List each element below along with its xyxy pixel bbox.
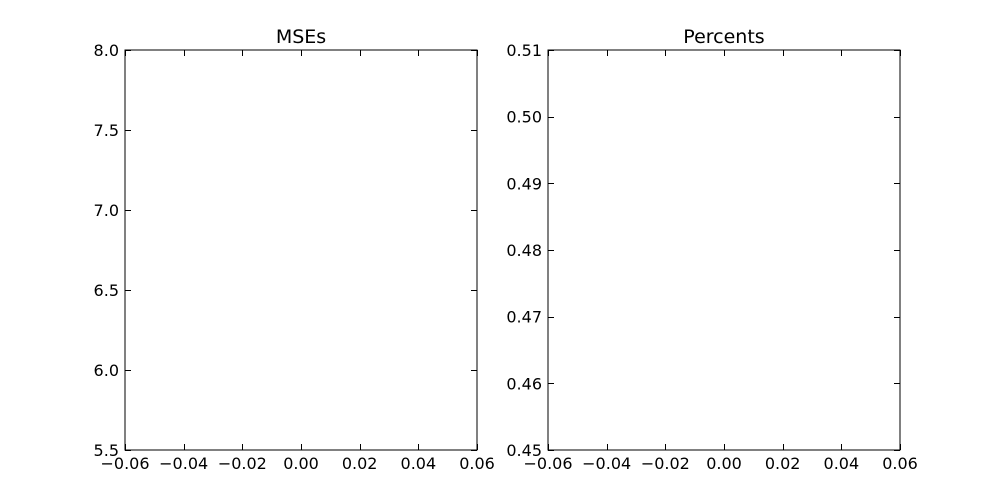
percent-x-tick-label: 0.06	[882, 454, 918, 473]
mse-y-tick-label: 7.0	[94, 201, 119, 220]
percent-x-tick-label: −0.04	[582, 454, 631, 473]
percent-y-tick-label: 0.50	[506, 108, 542, 127]
mse-x-tick-label: 0.00	[283, 454, 319, 473]
percent-y-tick-label: 0.51	[506, 41, 542, 60]
percent-x-tick-label: −0.02	[641, 454, 690, 473]
mse-x-tick-label: −0.02	[218, 454, 267, 473]
mse-x-tick-label: 0.02	[342, 454, 378, 473]
percent-x-tick-label: −0.06	[523, 454, 572, 473]
percent-y-tick-label: 0.49	[506, 174, 542, 193]
mse-x-tick-label: −0.04	[159, 454, 208, 473]
mse-x-tick-label: 0.04	[401, 454, 437, 473]
percent-y-tick-label: 0.48	[506, 241, 542, 260]
mse-y-tick-label: 8.0	[94, 41, 119, 60]
mse-y-tick-label: 6.0	[94, 361, 119, 380]
percent-plot-area	[547, 49, 901, 451]
mse-plot-area	[124, 49, 478, 451]
percent-y-tick-label: 0.46	[506, 374, 542, 393]
mse-x-tick-label: −0.06	[100, 454, 149, 473]
percent-chart-title: Percents	[683, 26, 764, 48]
percent-x-tick-label: 0.04	[824, 454, 860, 473]
mse-y-tick-label: 6.5	[94, 281, 119, 300]
percent-subplot: Percents −0.06 −0.04 −0.02 0.00 0.02 0.04 0.06…	[506, 26, 917, 473]
percent-axis-ticks: −0.06 −0.04 −0.02 0.00 0.02 0.04 0.06 0.45 0.46 0…	[506, 41, 917, 473]
mse-y-tick-label: 7.5	[94, 121, 119, 140]
mse-subplot: MSEs −0.06 −0.04 −0.02 0.00 0.02 0.04 0.06 5.5 6…	[94, 26, 495, 473]
percent-x-tick-label: 0.02	[765, 454, 801, 473]
mse-y-tick-label: 5.5	[94, 441, 119, 460]
mse-axis-ticks: −0.06 −0.04 −0.02 0.00 0.02 0.04 0.06 5.5 6.0 6.5…	[94, 41, 495, 473]
mse-x-tick-label: 0.06	[459, 454, 495, 473]
percent-y-tick-label: 0.45	[506, 441, 542, 460]
percent-y-tick-label: 0.47	[506, 308, 542, 327]
percent-x-tick-label: 0.00	[706, 454, 742, 473]
mse-chart-title: MSEs	[276, 26, 326, 48]
